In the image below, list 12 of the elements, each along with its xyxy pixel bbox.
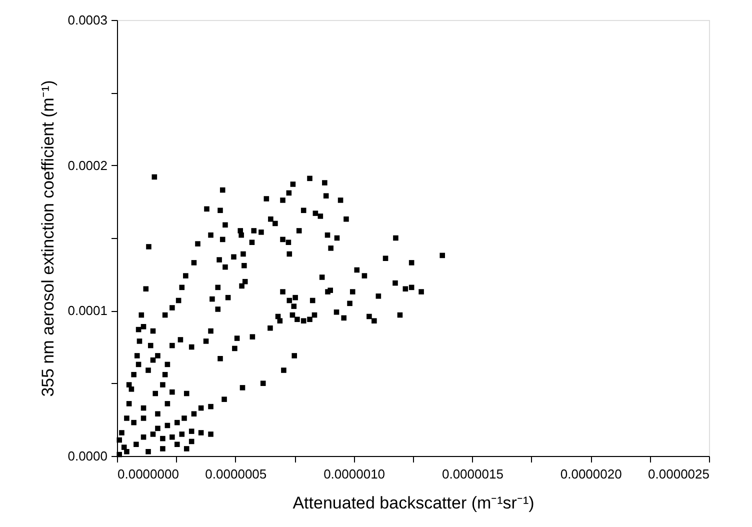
x-tick-label: 0.0000020	[560, 466, 622, 482]
x-tick-label: 0.0000010	[324, 466, 386, 482]
y-tick-label: 0.0003	[68, 12, 108, 28]
y-tick-label: 0.0000	[68, 448, 108, 464]
y-tick-label: 0.0001	[68, 303, 108, 318]
x-tick-label: 0.0000015	[442, 466, 504, 482]
x-axis-title: Attenuated backscatter (m⁻¹sr⁻¹)	[292, 494, 534, 512]
x-tick-label: 0.0000005	[205, 466, 267, 482]
x-tick-label: 0.0000000	[118, 466, 179, 482]
y-tick-label: 0.0002	[68, 158, 108, 173]
x-tick-label: 0.0000025	[648, 466, 710, 482]
y-axis-title: 355 nm aerosol extinction coefficient (m⁻¹)	[38, 80, 58, 397]
